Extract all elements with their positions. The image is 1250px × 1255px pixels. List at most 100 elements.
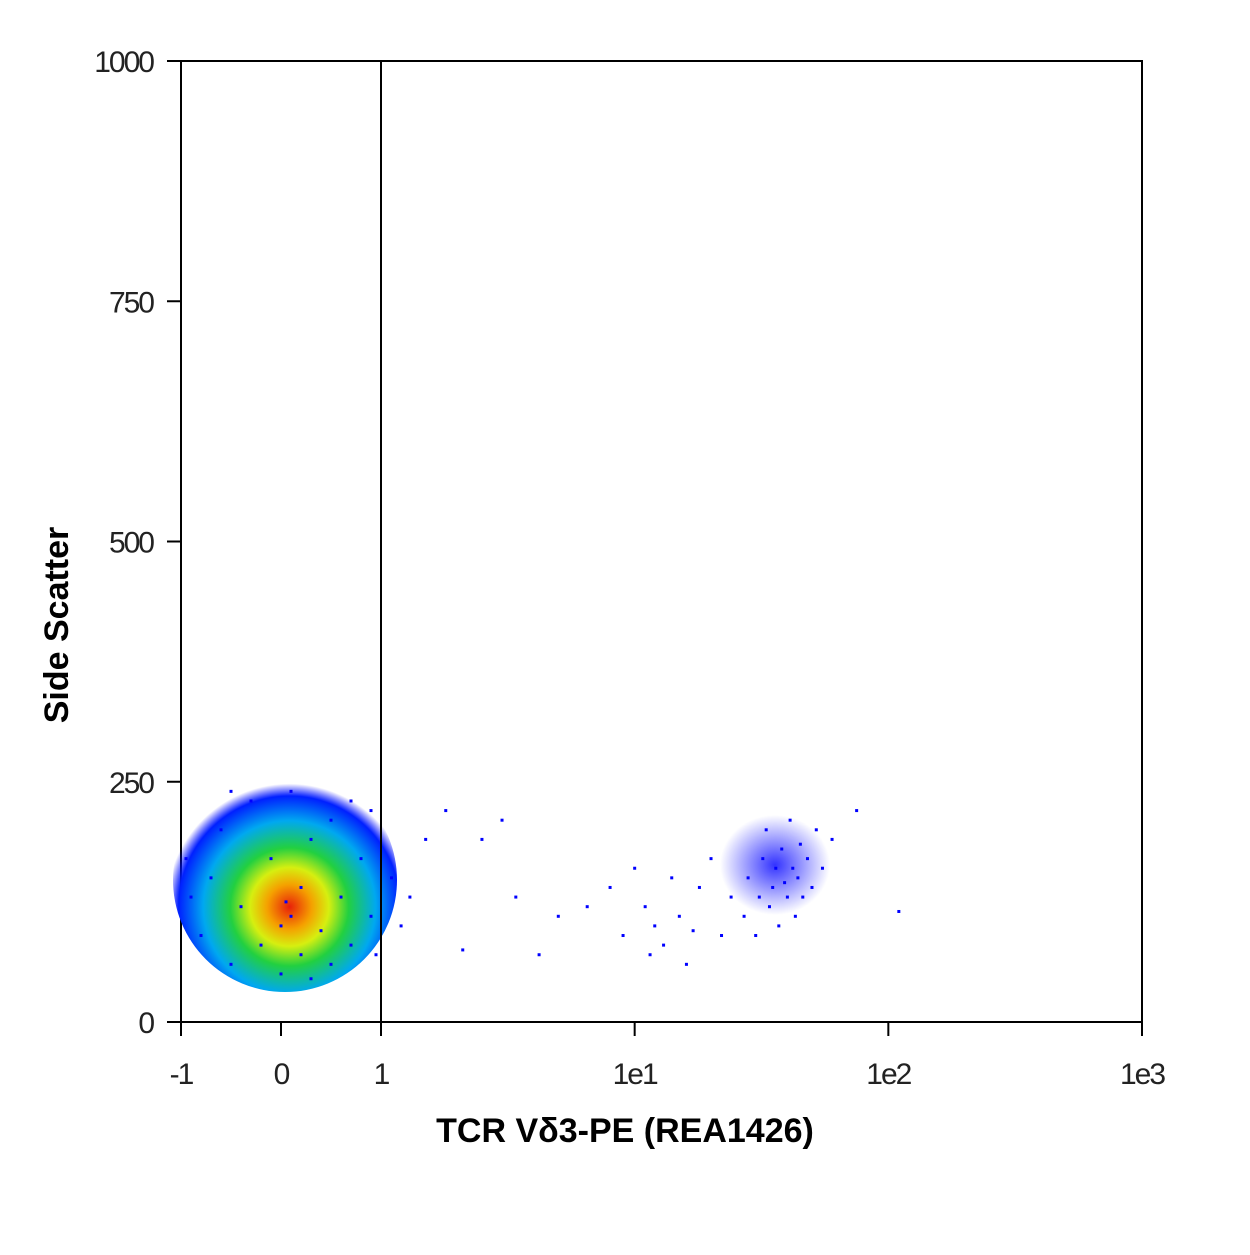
density-cloud	[173, 768, 397, 992]
point	[761, 857, 765, 861]
point	[408, 895, 412, 899]
x-tick-label: 0	[274, 1058, 290, 1091]
point	[788, 818, 792, 822]
point	[369, 809, 373, 813]
point	[746, 876, 750, 880]
x-tick-label: -1	[170, 1058, 194, 1091]
point	[774, 866, 778, 870]
point	[653, 924, 657, 928]
point	[184, 857, 188, 861]
point	[389, 876, 393, 880]
point	[319, 929, 323, 933]
point	[633, 866, 637, 870]
point	[757, 895, 761, 899]
point	[783, 881, 787, 885]
point	[424, 837, 428, 841]
point	[514, 895, 518, 899]
point	[279, 924, 283, 928]
point	[349, 943, 353, 947]
point	[229, 789, 233, 793]
point	[537, 953, 541, 957]
point	[720, 934, 724, 938]
point	[219, 828, 223, 832]
x-tick-label: 1	[374, 1058, 390, 1091]
point	[199, 934, 203, 938]
point	[189, 895, 193, 899]
point	[621, 934, 625, 938]
point	[648, 953, 652, 957]
y-tick-label: 250	[109, 767, 154, 800]
y-tick-label: 750	[109, 286, 154, 319]
point	[820, 866, 824, 870]
point	[796, 876, 800, 880]
point	[677, 914, 681, 918]
point	[855, 809, 859, 813]
point	[767, 905, 771, 909]
point	[754, 934, 758, 938]
y-axis-title: Side Scatter	[38, 527, 76, 724]
point	[209, 876, 213, 880]
point	[897, 909, 901, 913]
point	[771, 885, 775, 889]
point	[742, 914, 746, 918]
density-cloud	[720, 815, 830, 915]
points	[184, 789, 901, 981]
point	[374, 953, 378, 957]
point	[309, 977, 313, 981]
point	[239, 905, 243, 909]
point	[289, 914, 293, 918]
point	[709, 857, 713, 861]
point	[556, 914, 560, 918]
point	[399, 924, 403, 928]
x-axis-title: TCR Vδ3-PE (REA1426)	[436, 1112, 814, 1150]
point	[793, 914, 797, 918]
point	[339, 895, 343, 899]
point	[299, 953, 303, 957]
point	[359, 857, 363, 861]
point	[480, 837, 484, 841]
point	[259, 943, 263, 947]
point	[229, 962, 233, 966]
point	[798, 842, 802, 846]
point	[299, 885, 303, 889]
x-tick-label: 1e3	[1120, 1058, 1165, 1091]
point	[329, 962, 333, 966]
point	[608, 885, 612, 889]
point	[805, 857, 809, 861]
point	[500, 818, 504, 822]
point	[284, 900, 288, 904]
y-tick-label: 0	[138, 1007, 154, 1040]
point	[662, 943, 666, 947]
point	[785, 895, 789, 899]
point	[729, 895, 733, 899]
point	[279, 972, 283, 976]
point	[643, 905, 647, 909]
point	[461, 948, 465, 952]
point	[670, 876, 674, 880]
point	[329, 818, 333, 822]
point	[249, 799, 253, 803]
point	[780, 847, 784, 851]
point	[684, 962, 688, 966]
point	[814, 828, 818, 832]
point	[349, 799, 353, 803]
point	[777, 924, 781, 928]
point	[801, 895, 805, 899]
point	[697, 885, 701, 889]
point	[269, 857, 273, 861]
point	[289, 789, 293, 793]
point	[791, 866, 795, 870]
point	[309, 837, 313, 841]
point	[810, 885, 814, 889]
point	[585, 905, 589, 909]
point	[691, 929, 695, 933]
x-tick-label: 1e1	[613, 1058, 658, 1091]
y-tick-label: 500	[109, 527, 154, 560]
x-tick-label: 1e2	[866, 1058, 911, 1091]
point	[369, 914, 373, 918]
point	[830, 837, 834, 841]
point	[764, 828, 768, 832]
y-tick-label: 1000	[94, 46, 154, 79]
point	[444, 809, 448, 813]
